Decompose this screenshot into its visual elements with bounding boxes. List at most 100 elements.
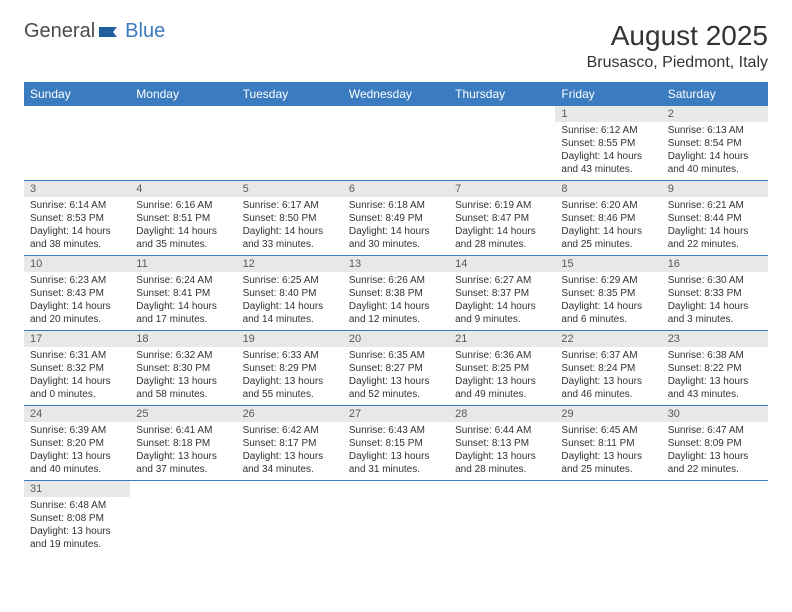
- cell-body: Sunrise: 6:24 AMSunset: 8:41 PMDaylight:…: [130, 272, 236, 330]
- sunrise-line: Sunrise: 6:19 AM: [455, 199, 549, 212]
- day-number: 10: [24, 256, 130, 272]
- day-number: 3: [24, 181, 130, 197]
- empty-cell: [237, 106, 343, 172]
- day-number: 24: [24, 406, 130, 422]
- sunrise-line: Sunrise: 6:32 AM: [136, 349, 230, 362]
- sunset-line: Sunset: 8:15 PM: [349, 437, 443, 450]
- daylight-line: Daylight: 13 hours and 43 minutes.: [668, 375, 762, 401]
- calendar-cell: [555, 481, 661, 556]
- sunrise-line: Sunrise: 6:35 AM: [349, 349, 443, 362]
- calendar-cell: 25Sunrise: 6:41 AMSunset: 8:18 PMDayligh…: [130, 406, 236, 481]
- cell-body: Sunrise: 6:29 AMSunset: 8:35 PMDaylight:…: [555, 272, 661, 330]
- empty-cell: [662, 481, 768, 547]
- calendar-cell: 11Sunrise: 6:24 AMSunset: 8:41 PMDayligh…: [130, 256, 236, 331]
- sunset-line: Sunset: 8:53 PM: [30, 212, 124, 225]
- calendar-week: 10Sunrise: 6:23 AMSunset: 8:43 PMDayligh…: [24, 256, 768, 331]
- calendar-cell: [130, 106, 236, 181]
- sunrise-line: Sunrise: 6:13 AM: [668, 124, 762, 137]
- calendar-cell: 22Sunrise: 6:37 AMSunset: 8:24 PMDayligh…: [555, 331, 661, 406]
- calendar-body: 1Sunrise: 6:12 AMSunset: 8:55 PMDaylight…: [24, 106, 768, 555]
- cell-body: Sunrise: 6:31 AMSunset: 8:32 PMDaylight:…: [24, 347, 130, 405]
- sunset-line: Sunset: 8:11 PM: [561, 437, 655, 450]
- sunset-line: Sunset: 8:47 PM: [455, 212, 549, 225]
- calendar-week: 1Sunrise: 6:12 AMSunset: 8:55 PMDaylight…: [24, 106, 768, 181]
- daylight-line: Daylight: 14 hours and 3 minutes.: [668, 300, 762, 326]
- day-header: Sunday: [24, 82, 130, 106]
- cell-body: Sunrise: 6:17 AMSunset: 8:50 PMDaylight:…: [237, 197, 343, 255]
- cell-body: Sunrise: 6:32 AMSunset: 8:30 PMDaylight:…: [130, 347, 236, 405]
- day-number: 22: [555, 331, 661, 347]
- sunset-line: Sunset: 8:24 PM: [561, 362, 655, 375]
- calendar-cell: 16Sunrise: 6:30 AMSunset: 8:33 PMDayligh…: [662, 256, 768, 331]
- day-number: 9: [662, 181, 768, 197]
- empty-cell: [449, 106, 555, 172]
- day-header: Thursday: [449, 82, 555, 106]
- sunset-line: Sunset: 8:38 PM: [349, 287, 443, 300]
- sunrise-line: Sunrise: 6:42 AM: [243, 424, 337, 437]
- sunset-line: Sunset: 8:30 PM: [136, 362, 230, 375]
- sunrise-line: Sunrise: 6:20 AM: [561, 199, 655, 212]
- sunset-line: Sunset: 8:08 PM: [30, 512, 124, 525]
- calendar-cell: [449, 481, 555, 556]
- cell-body: Sunrise: 6:30 AMSunset: 8:33 PMDaylight:…: [662, 272, 768, 330]
- day-number: 29: [555, 406, 661, 422]
- calendar-cell: 28Sunrise: 6:44 AMSunset: 8:13 PMDayligh…: [449, 406, 555, 481]
- sunrise-line: Sunrise: 6:37 AM: [561, 349, 655, 362]
- daylight-line: Daylight: 14 hours and 30 minutes.: [349, 225, 443, 251]
- day-number: 31: [24, 481, 130, 497]
- cell-body: Sunrise: 6:48 AMSunset: 8:08 PMDaylight:…: [24, 497, 130, 555]
- day-number: 26: [237, 406, 343, 422]
- empty-cell: [555, 481, 661, 547]
- logo-text-blue: Blue: [125, 20, 165, 43]
- daylight-line: Daylight: 14 hours and 25 minutes.: [561, 225, 655, 251]
- daylight-line: Daylight: 14 hours and 14 minutes.: [243, 300, 337, 326]
- calendar-cell: 9Sunrise: 6:21 AMSunset: 8:44 PMDaylight…: [662, 181, 768, 256]
- day-header: Friday: [555, 82, 661, 106]
- sunset-line: Sunset: 8:46 PM: [561, 212, 655, 225]
- cell-body: Sunrise: 6:35 AMSunset: 8:27 PMDaylight:…: [343, 347, 449, 405]
- cell-body: Sunrise: 6:47 AMSunset: 8:09 PMDaylight:…: [662, 422, 768, 480]
- logo-text-general: General: [24, 20, 95, 43]
- daylight-line: Daylight: 14 hours and 28 minutes.: [455, 225, 549, 251]
- calendar-week: 24Sunrise: 6:39 AMSunset: 8:20 PMDayligh…: [24, 406, 768, 481]
- calendar-cell: 4Sunrise: 6:16 AMSunset: 8:51 PMDaylight…: [130, 181, 236, 256]
- day-number: 15: [555, 256, 661, 272]
- calendar-cell: 24Sunrise: 6:39 AMSunset: 8:20 PMDayligh…: [24, 406, 130, 481]
- location: Brusasco, Piedmont, Italy: [587, 54, 768, 72]
- day-number: 23: [662, 331, 768, 347]
- sunset-line: Sunset: 8:41 PM: [136, 287, 230, 300]
- sunrise-line: Sunrise: 6:47 AM: [668, 424, 762, 437]
- sunset-line: Sunset: 8:25 PM: [455, 362, 549, 375]
- day-number: 16: [662, 256, 768, 272]
- calendar-cell: 26Sunrise: 6:42 AMSunset: 8:17 PMDayligh…: [237, 406, 343, 481]
- day-header-row: SundayMondayTuesdayWednesdayThursdayFrid…: [24, 82, 768, 106]
- calendar-cell: 5Sunrise: 6:17 AMSunset: 8:50 PMDaylight…: [237, 181, 343, 256]
- cell-body: Sunrise: 6:33 AMSunset: 8:29 PMDaylight:…: [237, 347, 343, 405]
- cell-body: Sunrise: 6:39 AMSunset: 8:20 PMDaylight:…: [24, 422, 130, 480]
- sunrise-line: Sunrise: 6:31 AM: [30, 349, 124, 362]
- day-number: 7: [449, 181, 555, 197]
- daylight-line: Daylight: 14 hours and 12 minutes.: [349, 300, 443, 326]
- sunset-line: Sunset: 8:40 PM: [243, 287, 337, 300]
- daylight-line: Daylight: 14 hours and 35 minutes.: [136, 225, 230, 251]
- calendar-cell: 27Sunrise: 6:43 AMSunset: 8:15 PMDayligh…: [343, 406, 449, 481]
- sunrise-line: Sunrise: 6:24 AM: [136, 274, 230, 287]
- calendar-cell: [237, 106, 343, 181]
- calendar-cell: 19Sunrise: 6:33 AMSunset: 8:29 PMDayligh…: [237, 331, 343, 406]
- header: General Blue August 2025 Brusasco, Piedm…: [24, 20, 768, 72]
- calendar-cell: 10Sunrise: 6:23 AMSunset: 8:43 PMDayligh…: [24, 256, 130, 331]
- cell-body: Sunrise: 6:14 AMSunset: 8:53 PMDaylight:…: [24, 197, 130, 255]
- sunrise-line: Sunrise: 6:26 AM: [349, 274, 443, 287]
- sunrise-line: Sunrise: 6:41 AM: [136, 424, 230, 437]
- daylight-line: Daylight: 14 hours and 40 minutes.: [668, 150, 762, 176]
- sunset-line: Sunset: 8:20 PM: [30, 437, 124, 450]
- day-number: 27: [343, 406, 449, 422]
- sunset-line: Sunset: 8:54 PM: [668, 137, 762, 150]
- cell-body: Sunrise: 6:27 AMSunset: 8:37 PMDaylight:…: [449, 272, 555, 330]
- month-title: August 2025: [587, 20, 768, 52]
- calendar-week: 31Sunrise: 6:48 AMSunset: 8:08 PMDayligh…: [24, 481, 768, 556]
- sunrise-line: Sunrise: 6:18 AM: [349, 199, 443, 212]
- logo-flag-icon: [99, 25, 121, 39]
- sunrise-line: Sunrise: 6:44 AM: [455, 424, 549, 437]
- sunset-line: Sunset: 8:51 PM: [136, 212, 230, 225]
